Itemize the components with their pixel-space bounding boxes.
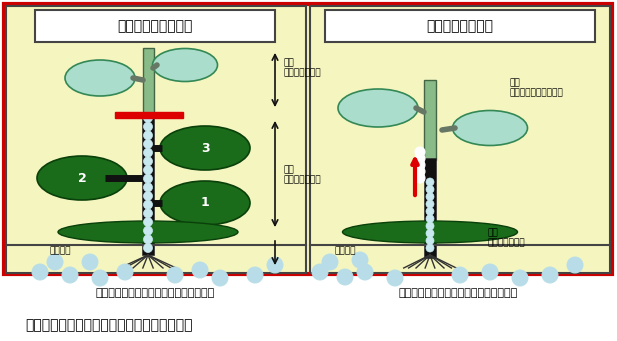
Circle shape [144, 114, 152, 122]
Circle shape [144, 218, 152, 226]
Circle shape [32, 264, 48, 280]
Circle shape [415, 147, 425, 157]
Circle shape [212, 270, 228, 286]
Circle shape [415, 153, 425, 163]
Text: 図１　高接ぎ木の青枯病発病抑制メカニズム: 図１ 高接ぎ木の青枯病発病抑制メカニズム [25, 318, 193, 332]
Text: 台木から青枯病菌が穂木へ移行し、発病: 台木から青枯病菌が穂木へ移行し、発病 [399, 288, 518, 298]
Ellipse shape [160, 126, 250, 170]
Ellipse shape [65, 60, 135, 96]
Bar [6, 6, 306, 273]
Ellipse shape [37, 156, 127, 200]
Circle shape [426, 200, 434, 208]
Circle shape [144, 209, 152, 218]
Ellipse shape [152, 48, 218, 81]
Circle shape [144, 122, 152, 131]
Text: 台木から穂木への青枯病菌の移行を抑制: 台木から穂木への青枯病菌の移行を抑制 [96, 288, 215, 298]
Circle shape [144, 131, 152, 140]
Circle shape [357, 264, 373, 280]
Circle shape [117, 264, 133, 280]
Circle shape [267, 257, 283, 273]
Circle shape [144, 235, 152, 244]
Text: 高接ぎ木の発病抑制: 高接ぎ木の発病抑制 [117, 19, 193, 33]
Circle shape [512, 270, 528, 286]
Text: 2: 2 [78, 172, 86, 184]
Circle shape [426, 244, 434, 252]
Circle shape [144, 226, 152, 235]
Text: 1: 1 [201, 196, 209, 209]
Circle shape [426, 207, 434, 215]
Ellipse shape [338, 89, 418, 127]
Circle shape [322, 254, 338, 270]
Circle shape [144, 157, 152, 166]
Circle shape [144, 243, 152, 252]
Text: 穂木
（感受性の栽培品種）: 穂木 （感受性の栽培品種） [510, 78, 564, 98]
Bar [424, 80, 436, 160]
Text: 台木
（抵抗性品種）: 台木 （抵抗性品種） [488, 228, 526, 248]
Text: 台木
（抵抗性品種）: 台木 （抵抗性品種） [283, 165, 321, 185]
Bar [424, 158, 436, 258]
Bar [310, 6, 610, 273]
Circle shape [62, 267, 78, 283]
Circle shape [247, 267, 263, 283]
Circle shape [482, 264, 498, 280]
Circle shape [452, 267, 468, 283]
Circle shape [337, 269, 353, 285]
Circle shape [144, 192, 152, 201]
Text: 穂木
（感受性品種）: 穂木 （感受性品種） [283, 58, 321, 78]
Bar [325, 10, 595, 42]
Circle shape [542, 267, 558, 283]
Bar [4, 4, 612, 274]
Text: 青枯病菌: 青枯病菌 [334, 246, 356, 255]
Circle shape [426, 222, 434, 230]
Circle shape [426, 193, 434, 201]
Bar [115, 112, 183, 118]
Circle shape [92, 270, 108, 286]
Ellipse shape [160, 181, 250, 225]
Circle shape [167, 267, 183, 283]
Circle shape [426, 215, 434, 223]
Ellipse shape [58, 221, 238, 243]
Bar [35, 10, 275, 42]
Circle shape [144, 139, 152, 148]
Circle shape [415, 166, 425, 177]
Text: 3: 3 [201, 142, 209, 154]
Circle shape [387, 270, 403, 286]
Circle shape [47, 254, 63, 270]
Circle shape [312, 264, 328, 280]
Text: 青枯病菌: 青枯病菌 [49, 246, 71, 255]
Circle shape [144, 174, 152, 183]
Circle shape [144, 148, 152, 157]
Circle shape [426, 185, 434, 193]
Circle shape [192, 262, 208, 278]
Text: 慣行接ぎ木の発病: 慣行接ぎ木の発病 [426, 19, 494, 33]
Circle shape [352, 252, 368, 268]
Circle shape [82, 254, 98, 270]
Circle shape [144, 165, 152, 175]
Circle shape [426, 237, 434, 244]
Circle shape [426, 229, 434, 237]
Bar [142, 115, 154, 255]
Ellipse shape [342, 221, 518, 243]
Ellipse shape [452, 110, 528, 146]
Circle shape [567, 257, 583, 273]
Circle shape [144, 200, 152, 209]
Circle shape [415, 160, 425, 170]
Bar [143, 48, 154, 113]
Circle shape [426, 178, 434, 186]
Circle shape [415, 173, 425, 183]
Circle shape [144, 183, 152, 192]
